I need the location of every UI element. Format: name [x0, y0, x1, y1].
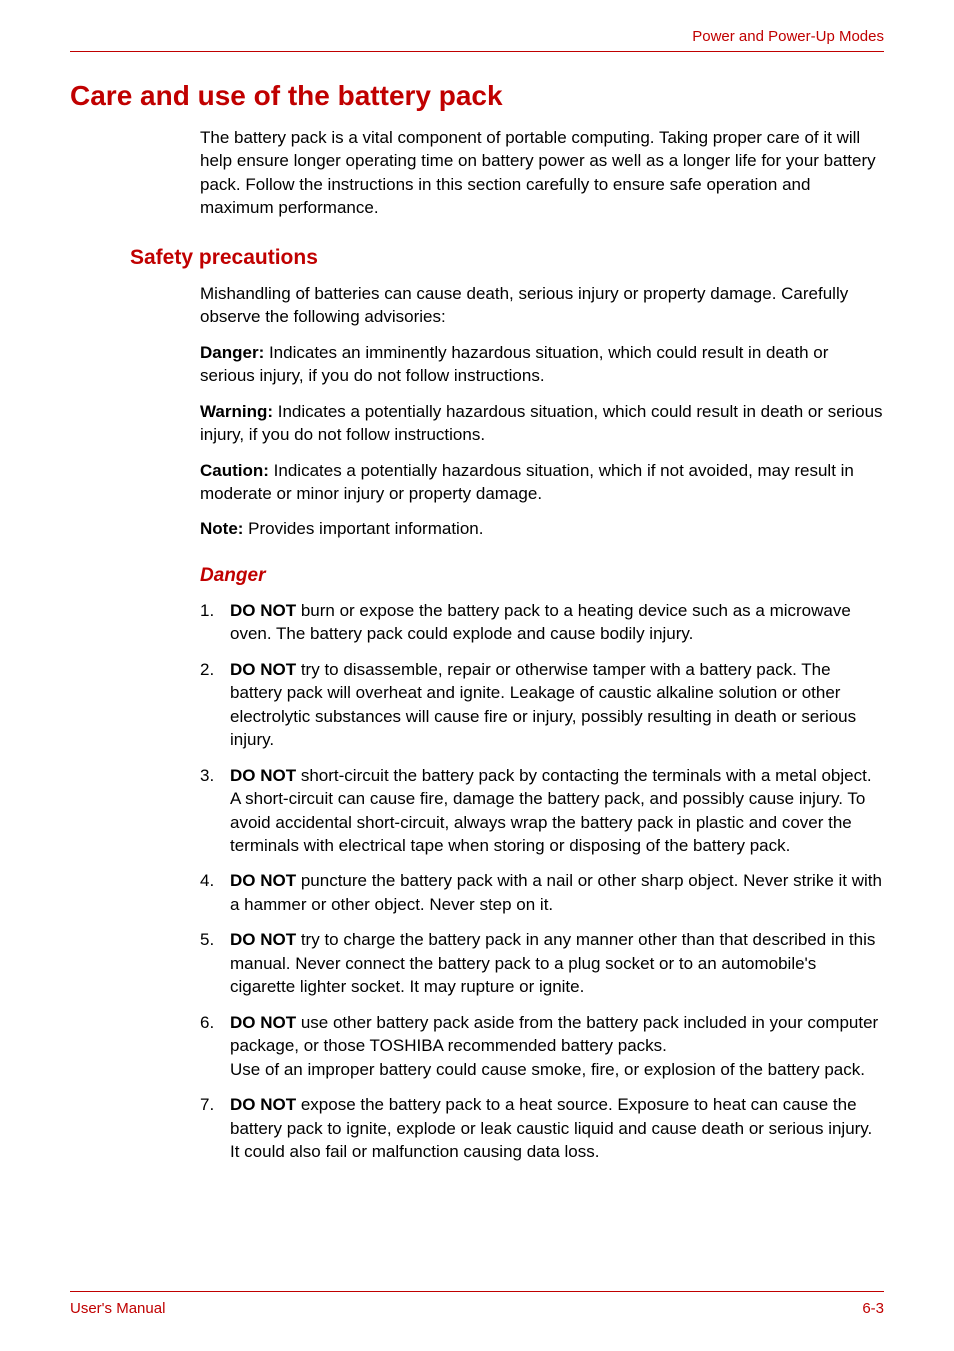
text: Indicates a potentially hazardous situat…: [200, 402, 883, 444]
paragraph: Warning: Indicates a potentially hazardo…: [200, 400, 884, 447]
label-danger: Danger:: [200, 343, 264, 362]
heading-2: Safety precautions: [130, 246, 884, 270]
list-item: DO NOT short-circuit the battery pack by…: [200, 764, 884, 858]
page-header: Power and Power-Up Modes: [70, 28, 884, 52]
heading-3: Danger: [200, 565, 884, 587]
list-item: DO NOT try to charge the battery pack in…: [200, 928, 884, 998]
do-not: DO NOT: [230, 1095, 296, 1114]
footer-page-number: 6-3: [862, 1300, 884, 1317]
label-warning: Warning:: [200, 402, 273, 421]
paragraph: Caution: Indicates a potentially hazardo…: [200, 459, 884, 506]
list-item: DO NOT try to disassemble, repair or oth…: [200, 658, 884, 752]
text: Provides important information.: [243, 519, 483, 538]
body-block: Mishandling of batteries can cause death…: [200, 282, 884, 541]
label-caution: Caution:: [200, 461, 269, 480]
paragraph: Mishandling of batteries can cause death…: [200, 282, 884, 329]
text: Indicates an imminently hazardous situat…: [200, 343, 828, 385]
text: Use of an improper battery could cause s…: [230, 1060, 865, 1079]
do-not: DO NOT: [230, 930, 296, 949]
text: try to disassemble, repair or otherwise …: [230, 660, 856, 749]
text: expose the battery pack to a heat source…: [230, 1095, 872, 1161]
paragraph: Danger: Indicates an imminently hazardou…: [200, 341, 884, 388]
list-item: DO NOT puncture the battery pack with a …: [200, 869, 884, 916]
do-not: DO NOT: [230, 871, 296, 890]
text: try to charge the battery pack in any ma…: [230, 930, 875, 996]
label-note: Note:: [200, 519, 243, 538]
intro-paragraph: The battery pack is a vital component of…: [200, 126, 884, 220]
do-not: DO NOT: [230, 660, 296, 679]
do-not: DO NOT: [230, 766, 296, 785]
footer-left: User's Manual: [70, 1300, 165, 1317]
danger-list: DO NOT burn or expose the battery pack t…: [200, 599, 884, 1164]
text: use other battery pack aside from the ba…: [230, 1013, 878, 1055]
list-item: DO NOT expose the battery pack to a heat…: [200, 1093, 884, 1163]
text: Indicates a potentially hazardous situat…: [200, 461, 854, 503]
header-right-text: Power and Power-Up Modes: [692, 28, 884, 45]
list-item: DO NOT use other battery pack aside from…: [200, 1011, 884, 1081]
page-footer: User's Manual 6-3: [70, 1291, 884, 1317]
text: burn or expose the battery pack to a hea…: [230, 601, 851, 643]
list-item: DO NOT burn or expose the battery pack t…: [200, 599, 884, 646]
text: short-circuit the battery pack by contac…: [230, 766, 872, 855]
paragraph: Note: Provides important information.: [200, 517, 884, 540]
do-not: DO NOT: [230, 1013, 296, 1032]
text: puncture the battery pack with a nail or…: [230, 871, 882, 913]
heading-1: Care and use of the battery pack: [70, 80, 884, 112]
do-not: DO NOT: [230, 601, 296, 620]
